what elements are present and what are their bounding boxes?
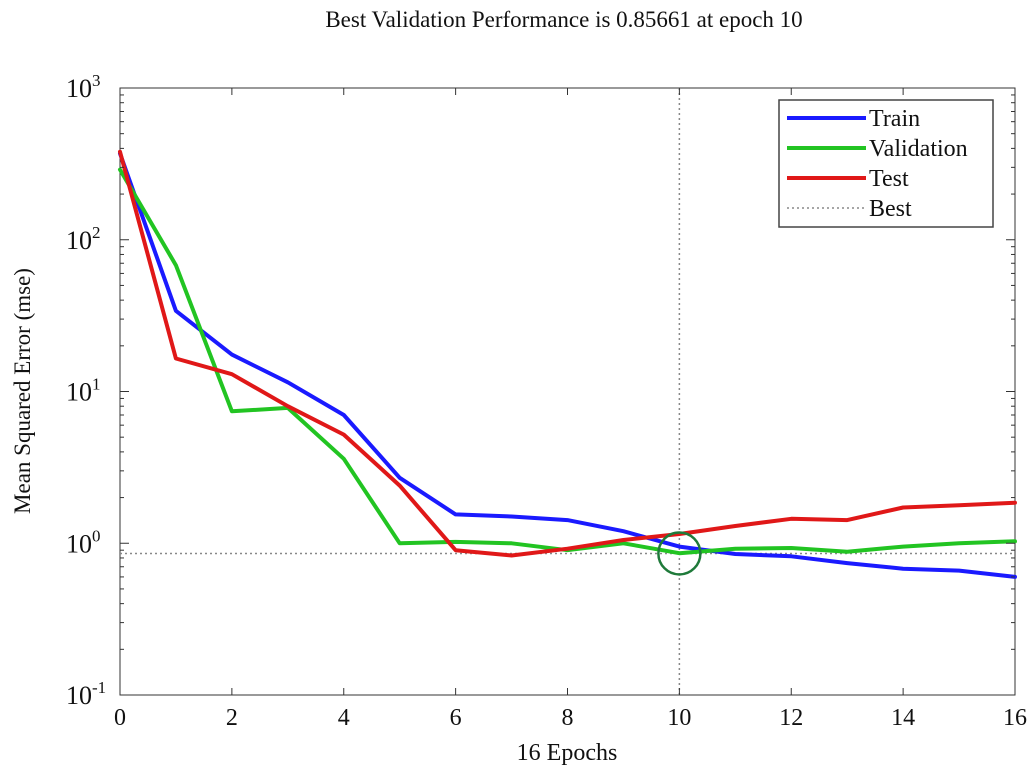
legend: Train Validation Test Best bbox=[778, 99, 994, 228]
x-tick-label: 2 bbox=[226, 705, 238, 731]
x-tick-label: 6 bbox=[450, 705, 462, 731]
y-tick-base: 10 bbox=[66, 529, 92, 558]
legend-label-test: Test bbox=[869, 166, 909, 192]
y-tick-label: 100 bbox=[66, 526, 101, 558]
x-tick-label: 12 bbox=[779, 705, 803, 731]
y-tick-label: 10-1 bbox=[66, 678, 106, 710]
y-tick-base: 10 bbox=[66, 226, 92, 255]
y-tick-exponent: -1 bbox=[92, 678, 106, 697]
x-tick-label: 8 bbox=[562, 705, 574, 731]
series-line-test bbox=[118, 149, 1017, 558]
x-axis-ticks: 0 2 4 6 8 10 12 14 16 bbox=[114, 88, 1027, 731]
legend-label-train: Train bbox=[869, 106, 920, 132]
y-tick-base: 10 bbox=[66, 681, 92, 710]
legend-box bbox=[778, 99, 994, 228]
x-tick-label: 0 bbox=[114, 705, 126, 731]
x-tick-label: 14 bbox=[891, 705, 915, 731]
best-point-marker bbox=[657, 531, 702, 576]
y-axis-label: Mean Squared Error (mse) bbox=[10, 268, 35, 514]
legend-label-best: Best bbox=[869, 196, 912, 222]
y-tick-label: 103 bbox=[66, 71, 101, 103]
y-tick-exponent: 2 bbox=[92, 223, 101, 242]
best-marker-layer bbox=[657, 531, 702, 576]
best-reference-lines bbox=[120, 88, 1015, 695]
x-tick-label: 10 bbox=[667, 705, 691, 731]
x-tick-label: 4 bbox=[338, 705, 350, 731]
series-layer bbox=[118, 149, 1017, 579]
y-tick-base: 10 bbox=[66, 74, 92, 103]
y-tick-exponent: 1 bbox=[92, 375, 101, 394]
y-tick-label: 101 bbox=[66, 375, 101, 407]
chart-title: Best Validation Performance is 0.85661 a… bbox=[325, 7, 802, 32]
y-tick-exponent: 0 bbox=[92, 526, 101, 545]
x-tick-label: 16 bbox=[1003, 705, 1027, 731]
x-axis-label: 16 Epochs bbox=[517, 740, 618, 766]
y-tick-exponent: 3 bbox=[92, 71, 101, 90]
legend-label-validation: Validation bbox=[869, 136, 968, 162]
series-line-train bbox=[118, 151, 1017, 579]
y-tick-label: 102 bbox=[66, 223, 101, 255]
y-tick-base: 10 bbox=[66, 378, 92, 407]
